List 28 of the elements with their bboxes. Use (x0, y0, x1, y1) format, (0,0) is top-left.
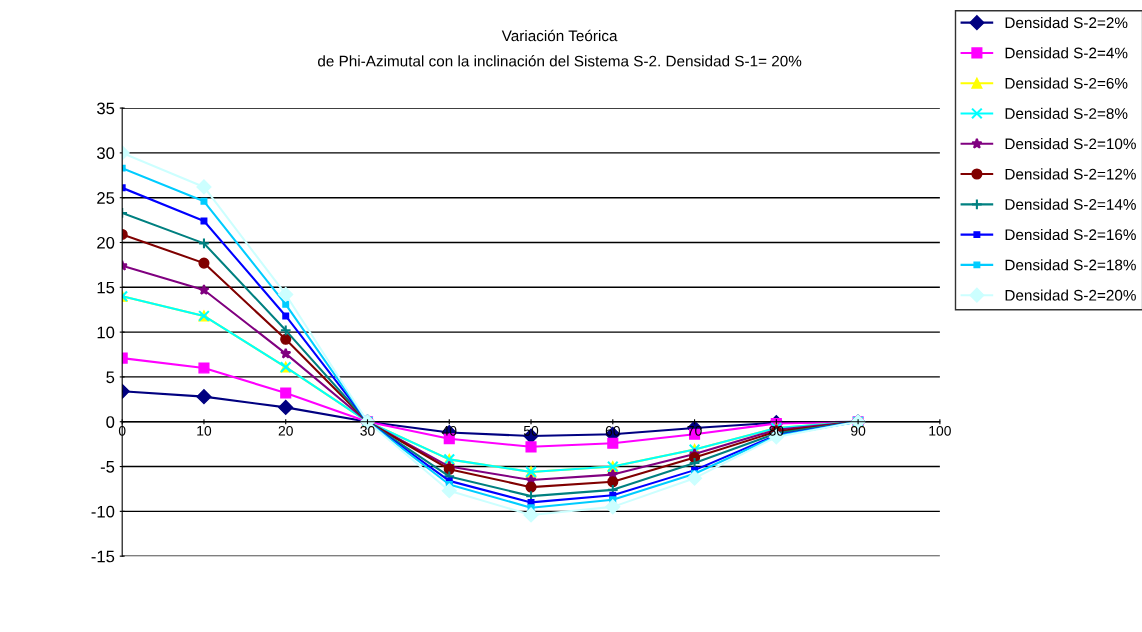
x-tick-label: 90 (851, 425, 866, 436)
legend-label: Densidad S-2=10% (1005, 138, 1136, 150)
legend-label: Densidad S-2=6% (1005, 77, 1128, 89)
y-tick-label: 15 (97, 281, 115, 294)
legend-label: Densidad S-2=4% (1005, 47, 1128, 59)
y-tick-label: 10 (97, 326, 115, 339)
chart-subtitle: de Phi-Azimutal con la inclinación del Sistema S-2. Densidad S-1= 20% (318, 55, 802, 67)
y-tick-label: -15 (91, 550, 115, 563)
y-tick-label: -10 (91, 505, 115, 518)
legend-label: Densidad S-2=16% (1005, 228, 1136, 241)
y-tick-label: 0 (106, 416, 115, 428)
x-tick-label: 30 (360, 425, 375, 436)
legend-label: Densidad S-2=20% (1005, 289, 1136, 301)
x-tick-label: 20 (278, 425, 293, 436)
y-tick-label: 25 (97, 192, 115, 204)
legend-label: Densidad S-2=8% (1005, 107, 1128, 119)
x-tick-label: 10 (197, 425, 212, 436)
y-tick-label: 30 (97, 147, 115, 160)
legend-label: Densidad S-2=18% (1005, 259, 1136, 271)
x-tick-label: 100 (929, 425, 951, 436)
legend-label: Densidad S-2=2% (1005, 16, 1128, 29)
legend-label: Densidad S-2=14% (1005, 198, 1136, 210)
y-tick-label: 35 (97, 102, 115, 115)
y-tick-label: 5 (106, 371, 115, 384)
chart-title: Variación Teórica (501, 29, 618, 42)
y-tick-label: -5 (100, 461, 115, 473)
legend-label: Densidad S-2=12% (1005, 168, 1136, 180)
y-tick-label: 20 (97, 236, 115, 249)
